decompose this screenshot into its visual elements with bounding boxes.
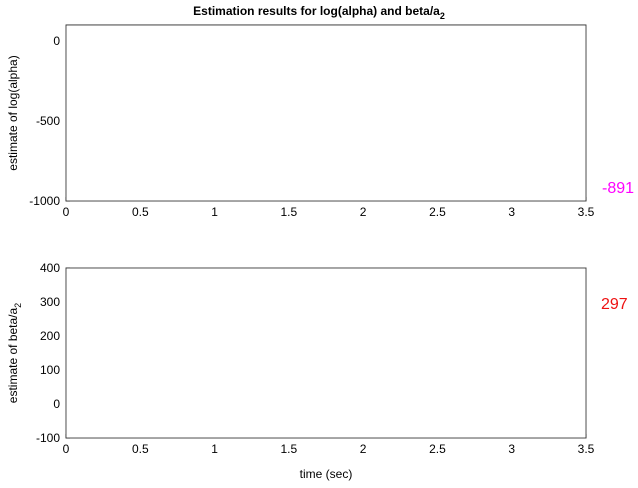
end-value-label: -891 [602,180,634,197]
y-tick-label: -100 [36,431,60,445]
x-tick-label: 3.5 [578,205,595,219]
x-tick-label: 3.5 [578,442,595,456]
end-value-label: 297 [601,296,628,313]
x-tick-labels: 0 0.5 1 1.5 2 2.5 3 3.5 [63,205,595,219]
y-tick-label: 200 [40,329,60,343]
x-tick-label: 2.5 [429,442,446,456]
plot-border [65,24,587,202]
x-axis-label: time (sec) [300,467,353,481]
y-tick-labels: -100 0 100 200 300 400 [36,261,60,445]
x-tick-label: 0 [63,442,70,456]
y-tick-labels: -1000 -500 0 [29,34,60,208]
x-tick-label: 1 [211,205,218,219]
x-tick-label: 1 [211,442,218,456]
log-alpha-panel: 0 0.5 1 1.5 2 2.5 3 3.5 -1000 -500 0 estimate of … [6,24,634,219]
x-tick-label: 3 [508,205,515,219]
y-tick-label: -1000 [29,194,60,208]
x-tick-label: 3 [508,442,515,456]
x-tick-label: 2.5 [429,205,446,219]
x-tick-label: 0 [63,205,70,219]
y-tick-label: 300 [40,295,60,309]
x-tick-label: 0.5 [132,205,149,219]
x-tick-label: 1.5 [281,205,298,219]
x-tick-labels: 0 0.5 1 1.5 2 2.5 3 3.5 [63,442,595,456]
figure-title: Estimation results for log(alpha) and be… [193,4,445,21]
y-tick-label: -500 [36,114,60,128]
y-tick-label: 400 [40,261,60,275]
y-tick-label: 0 [53,34,60,48]
y-axis-label: estimate of log(alpha) [6,55,20,170]
y-tick-label: 100 [40,363,60,377]
y-tick-label: 0 [53,397,60,411]
x-tick-label: 0.5 [132,442,149,456]
plot-border [65,267,587,439]
x-tick-label: 2 [360,205,367,219]
y-axis-label: estimate of beta/a2 [6,303,23,403]
x-tick-label: 2 [360,442,367,456]
x-tick-label: 1.5 [281,442,298,456]
